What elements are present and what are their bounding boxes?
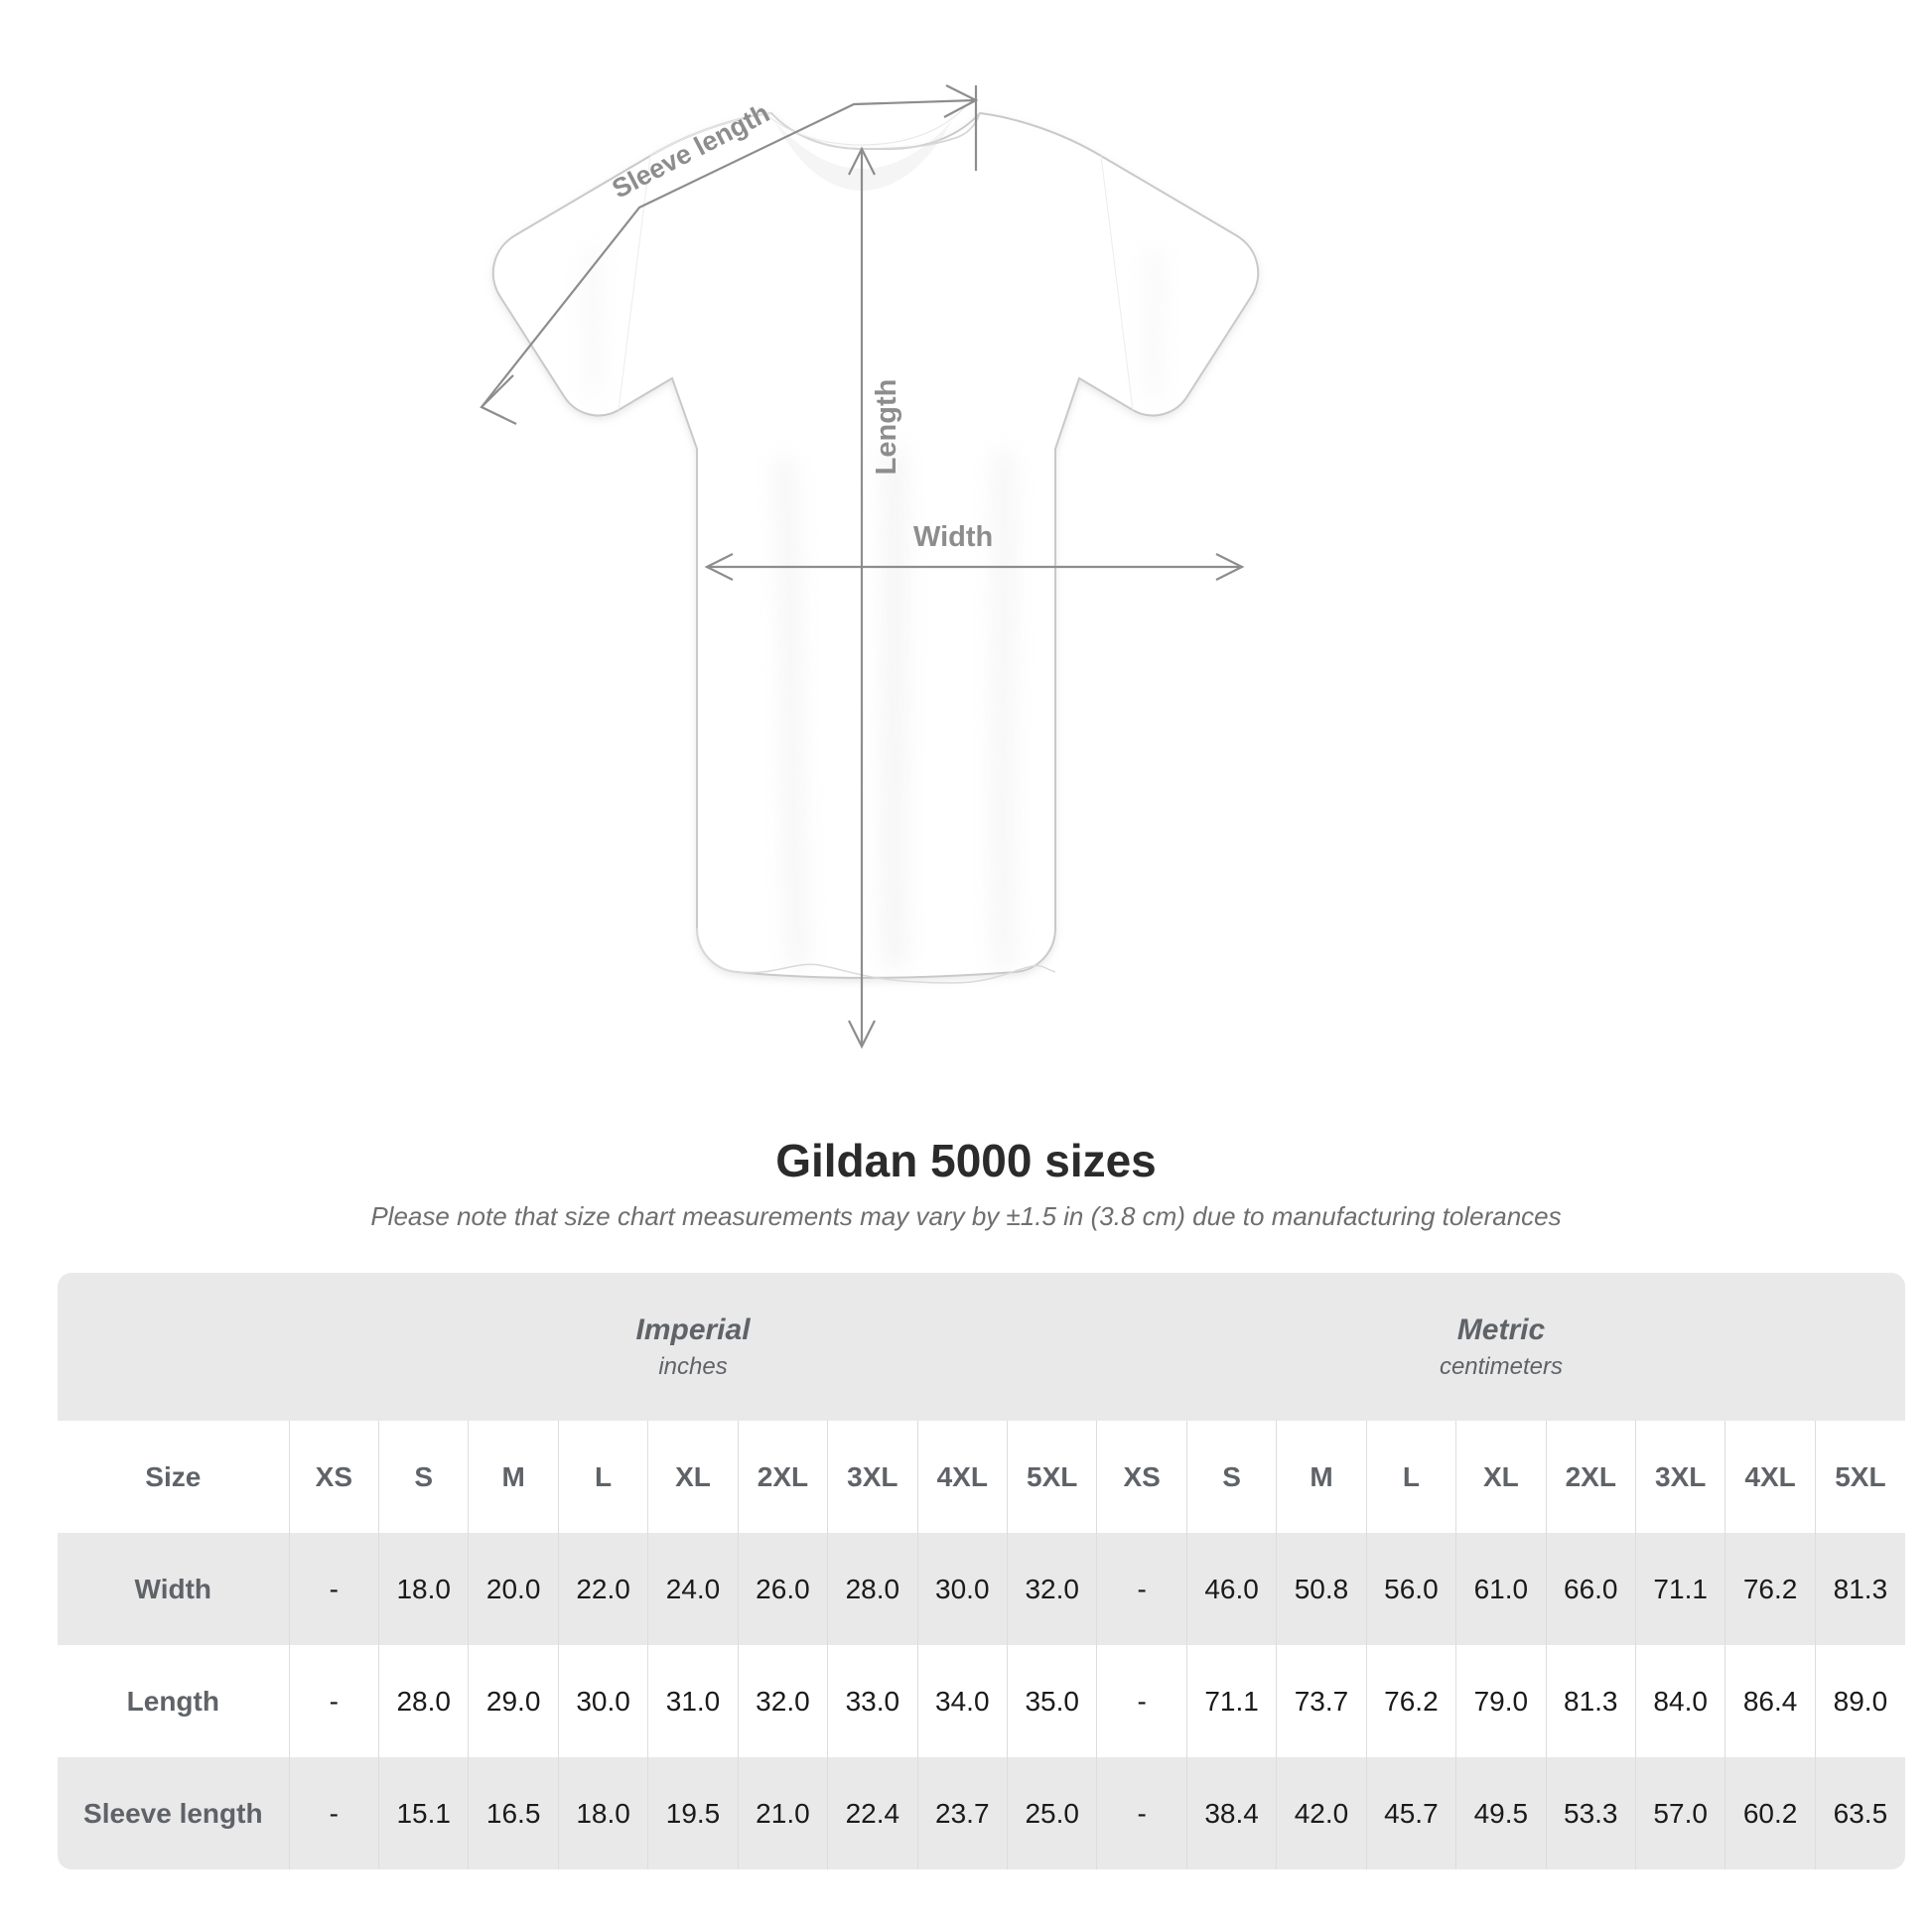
- svg-text:Length: Length: [871, 379, 902, 476]
- svg-text:Width: Width: [913, 521, 993, 553]
